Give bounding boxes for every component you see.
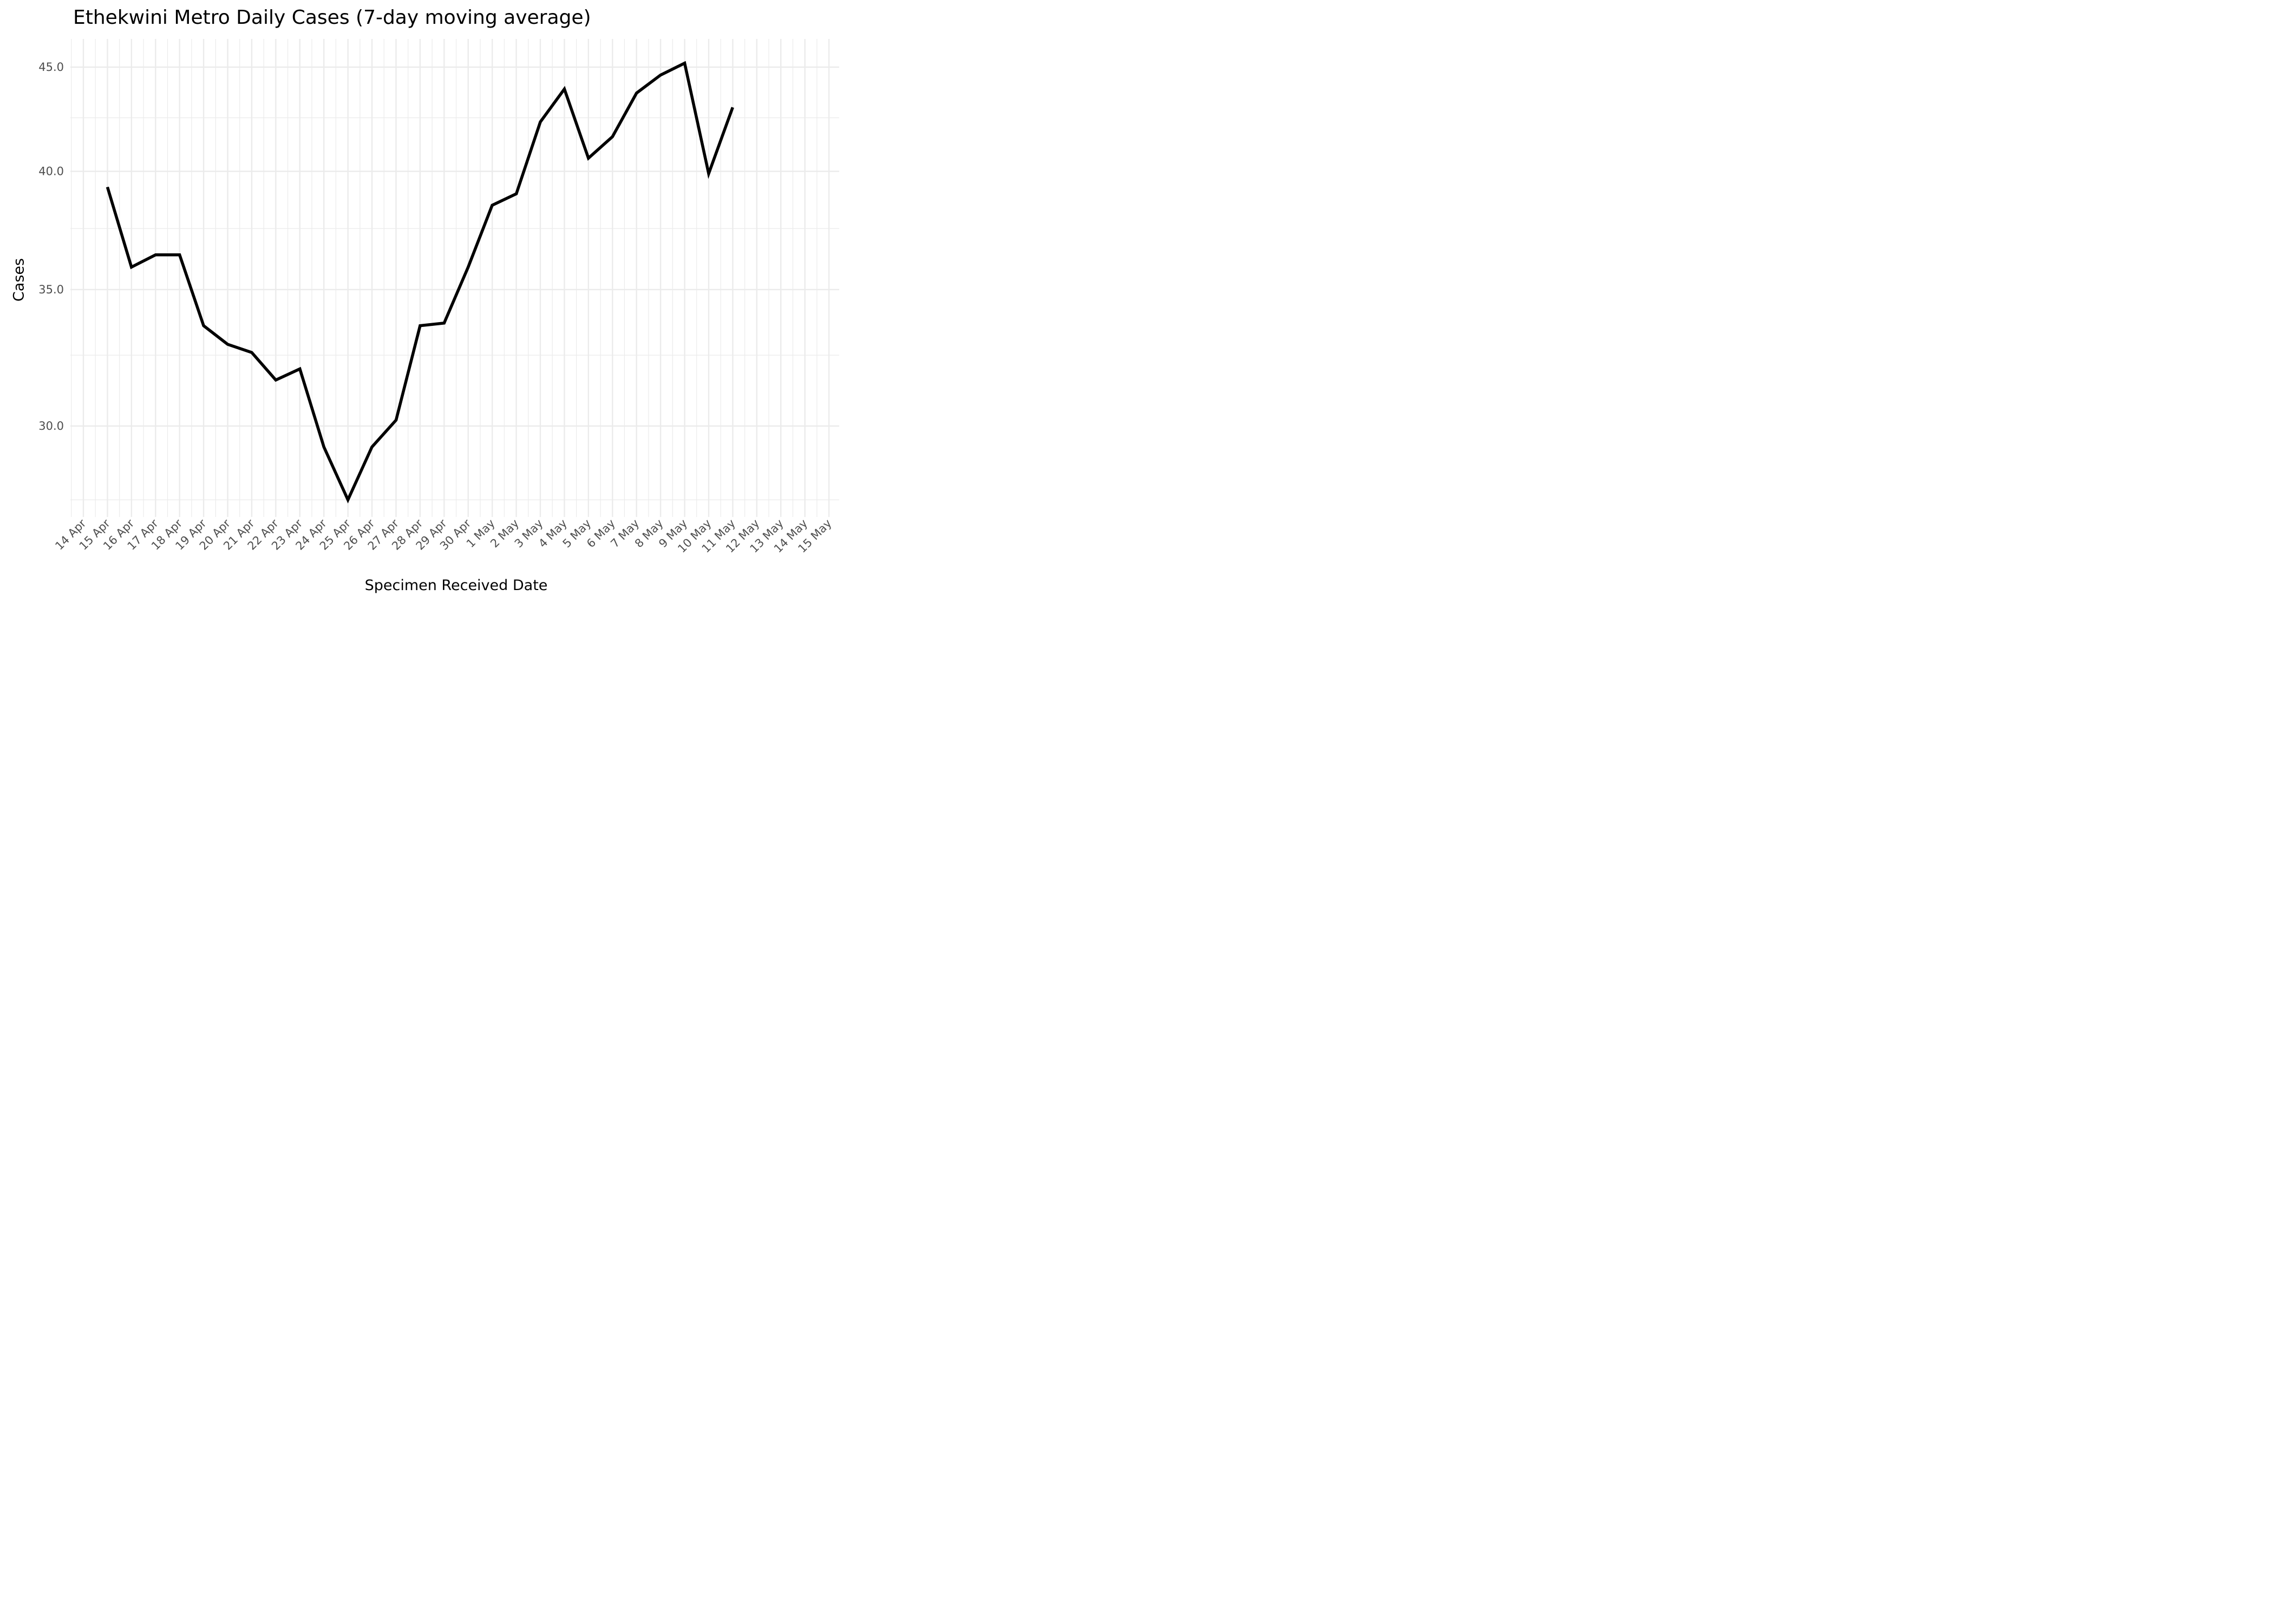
y-tick-label: 40.0 <box>38 165 64 178</box>
chart: Ethekwini Metro Daily Cases (7-day movin… <box>0 0 849 606</box>
y-tick-label: 30.0 <box>38 420 64 433</box>
chart-title: Ethekwini Metro Daily Cases (7-day movin… <box>73 6 591 29</box>
y-tick-label: 45.0 <box>38 61 64 74</box>
y-axis-label: Cases <box>10 258 28 302</box>
y-tick-label: 35.0 <box>38 283 64 296</box>
x-axis-label: Specimen Received Date <box>364 577 548 594</box>
series-line <box>106 61 734 503</box>
